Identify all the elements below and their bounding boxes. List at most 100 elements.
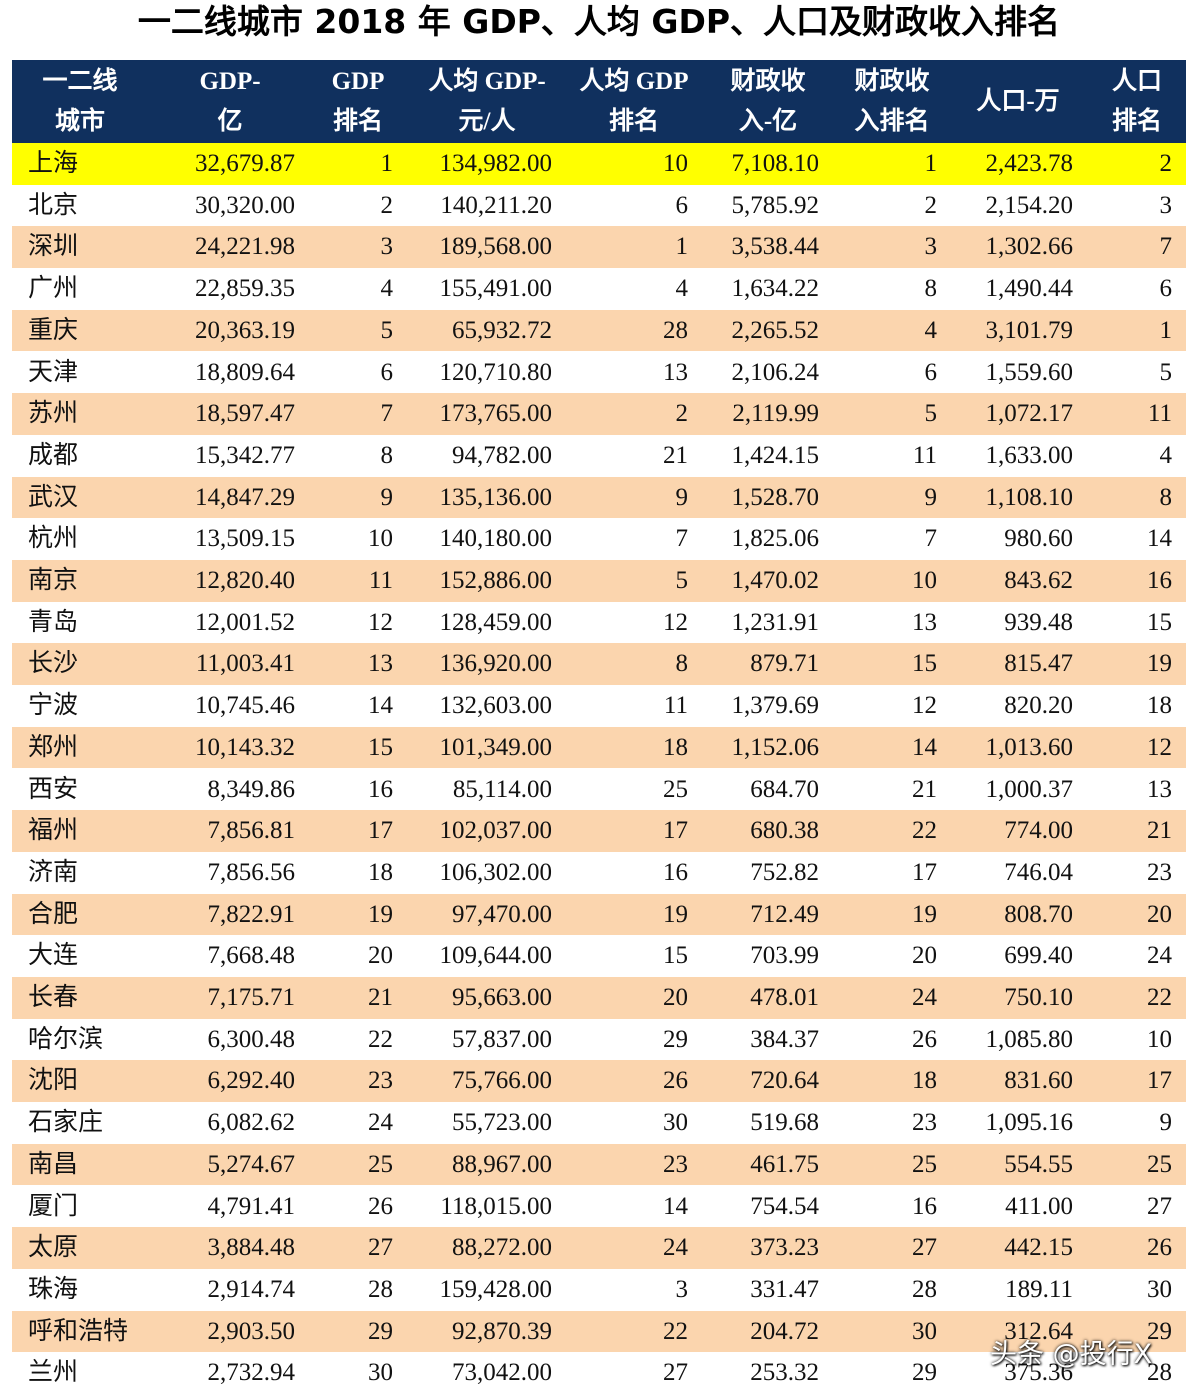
number-cell: 14 xyxy=(368,692,393,720)
number-cell: 1,379.69 xyxy=(731,692,820,720)
number-cell: 2 xyxy=(380,191,394,219)
number-cell: 3 xyxy=(924,233,938,261)
number-cell: 2,119.99 xyxy=(732,400,819,428)
number-cell: 10,745.46 xyxy=(195,692,295,720)
city-cell: 太原 xyxy=(28,1234,79,1262)
number-cell: 27 xyxy=(912,1234,937,1262)
header-line: 人均 GDP- xyxy=(428,67,546,95)
number-cell: 8 xyxy=(1159,483,1173,511)
number-cell: 21 xyxy=(663,441,688,469)
header-line: GDP xyxy=(331,67,385,95)
number-cell: 1,470.02 xyxy=(731,567,820,594)
number-cell: 25 xyxy=(1147,1150,1172,1178)
number-cell: 16 xyxy=(663,858,688,886)
number-cell: 831.60 xyxy=(1004,1067,1073,1095)
number-cell: 13,509.15 xyxy=(195,525,295,553)
city-cell: 苏州 xyxy=(28,400,79,428)
number-cell: 134,982.00 xyxy=(439,150,553,177)
city-cell: 西安 xyxy=(28,775,79,803)
number-cell: 28 xyxy=(912,1275,937,1303)
number-cell: 13 xyxy=(1147,775,1172,803)
number-cell: 12 xyxy=(663,608,688,636)
number-cell: 19 xyxy=(912,900,937,928)
city-cell: 郑州 xyxy=(28,733,79,761)
number-cell: 14 xyxy=(663,1192,688,1220)
number-cell: 2,903.50 xyxy=(207,1317,296,1345)
number-cell: 95,663.00 xyxy=(452,984,552,1011)
number-cell: 19 xyxy=(663,900,688,928)
number-cell: 11 xyxy=(912,441,937,469)
number-cell: 57,837.00 xyxy=(452,1025,552,1053)
number-cell: 12,001.52 xyxy=(195,608,295,636)
number-cell: 461.75 xyxy=(750,1150,819,1178)
number-cell: 24 xyxy=(1147,942,1172,970)
city-cell: 广州 xyxy=(28,275,79,303)
number-cell: 24 xyxy=(663,1234,688,1262)
number-cell: 11 xyxy=(1147,400,1172,428)
number-cell: 4 xyxy=(1159,441,1173,469)
number-cell: 29 xyxy=(663,1025,688,1053)
city-cell: 成都 xyxy=(28,441,79,469)
number-cell: 19 xyxy=(368,900,393,928)
number-cell: 13 xyxy=(368,650,393,678)
number-cell: 106,302.00 xyxy=(439,858,553,886)
city-cell: 天津 xyxy=(28,358,79,386)
number-cell: 30 xyxy=(1147,1275,1172,1303)
number-cell: 25 xyxy=(663,775,688,803)
table-row: 兰州 2,732.94 30 73,042.00 27 253.32 29 375.36 28 xyxy=(12,1352,1186,1394)
number-cell: 3,884.48 xyxy=(207,1234,296,1262)
table-row: 大连 7,668.48 20 109,644.00 15 703.99 20 699.40 24 xyxy=(12,935,1186,977)
number-cell: 18 xyxy=(368,858,393,886)
number-cell: 25 xyxy=(912,1150,937,1178)
city-cell: 上海 xyxy=(28,150,79,177)
header-line: 排名 xyxy=(332,107,383,135)
number-cell: 17 xyxy=(368,817,393,845)
number-cell: 30,320.00 xyxy=(195,191,295,219)
number-cell: 331.47 xyxy=(750,1275,819,1303)
header-line: 亿 xyxy=(217,107,243,135)
number-cell: 808.70 xyxy=(1004,900,1073,928)
city-cell: 深圳 xyxy=(28,233,79,261)
number-cell: 1,633.00 xyxy=(985,441,1074,469)
number-cell: 6,082.62 xyxy=(207,1109,296,1137)
number-cell: 30 xyxy=(368,1359,393,1387)
number-cell: 10,143.32 xyxy=(195,733,295,761)
city-cell: 济南 xyxy=(28,858,79,886)
number-cell: 23 xyxy=(663,1150,688,1178)
city-cell: 重庆 xyxy=(28,316,79,344)
table-row: 杭州 13,509.15 10 140,180.00 7 1,825.06 7 980.60 1… xyxy=(12,518,1186,560)
number-cell: 75,766.00 xyxy=(452,1067,552,1095)
number-cell: 18,809.64 xyxy=(195,358,295,386)
number-cell: 6 xyxy=(924,358,938,386)
table-row: 武汉 14,847.29 9 135,136.00 9 1,528.70 9 1,108.10… xyxy=(12,476,1186,519)
number-cell: 73,042.00 xyxy=(452,1359,552,1387)
header-line: 一二线 xyxy=(42,67,118,95)
number-cell: 17 xyxy=(663,817,688,845)
number-cell: 5,274.67 xyxy=(207,1150,296,1178)
number-cell: 20 xyxy=(912,942,937,970)
table-row: 呼和浩特 2,903.50 29 92,870.39 22 204.72 30 312.64 2… xyxy=(12,1310,1186,1353)
city-cell: 兰州 xyxy=(28,1359,79,1387)
number-cell: 30 xyxy=(912,1317,937,1345)
number-cell: 16 xyxy=(912,1192,937,1220)
number-cell: 2 xyxy=(924,191,938,219)
number-cell: 12 xyxy=(1147,733,1172,761)
number-cell: 2,154.20 xyxy=(985,191,1074,219)
number-cell: 2,423.78 xyxy=(985,150,1074,177)
number-cell: 128,459.00 xyxy=(439,608,553,636)
number-cell: 15 xyxy=(912,650,937,678)
watermark: 头条 @投行X xyxy=(990,1339,1153,1370)
number-cell: 774.00 xyxy=(1004,817,1073,845)
number-cell: 14 xyxy=(1147,525,1172,553)
number-cell: 7,175.71 xyxy=(207,984,296,1011)
number-cell: 4 xyxy=(924,316,938,344)
number-cell: 2,265.52 xyxy=(731,316,820,344)
number-cell: 32,679.87 xyxy=(195,150,295,177)
number-cell: 102,037.00 xyxy=(439,817,553,845)
number-cell: 411.00 xyxy=(1005,1192,1073,1220)
number-cell: 939.48 xyxy=(1004,608,1073,636)
number-cell: 94,782.00 xyxy=(452,441,552,469)
city-cell: 长春 xyxy=(28,984,79,1011)
number-cell: 6,292.40 xyxy=(207,1067,296,1095)
number-cell: 720.64 xyxy=(750,1067,819,1095)
